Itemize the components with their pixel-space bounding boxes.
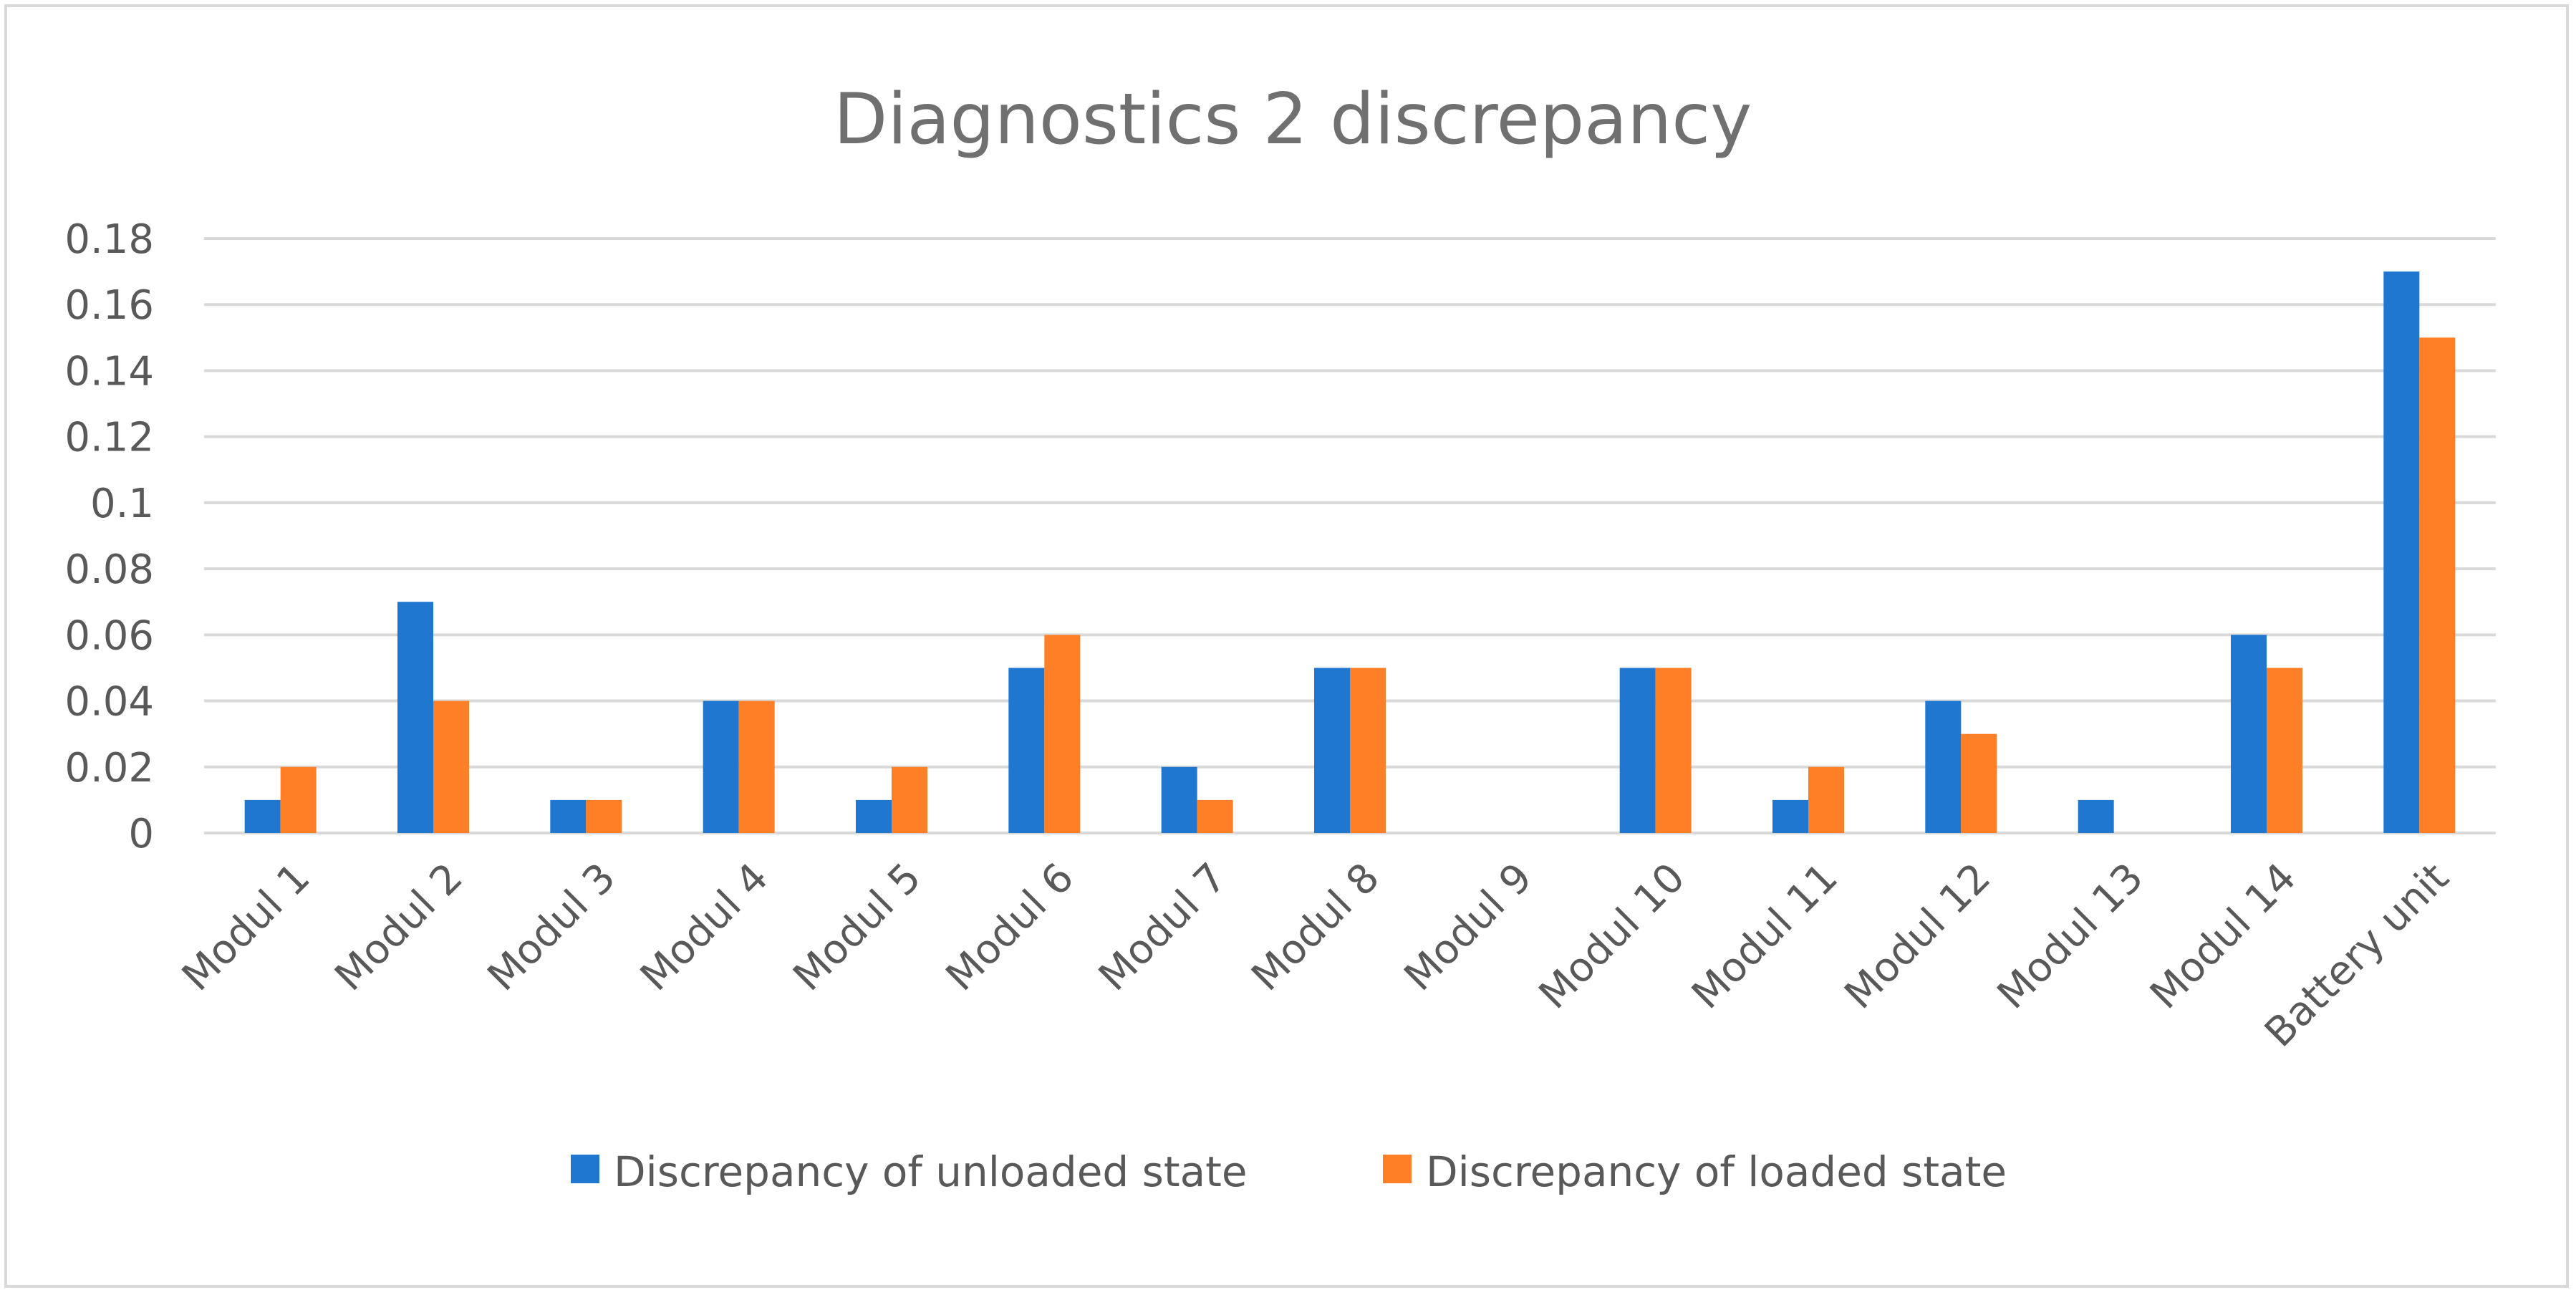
x-category-label: Modul 3 [479,854,624,1000]
bar-loaded [1044,635,1081,833]
chart-frame [4,4,2569,1288]
bar-loaded [433,701,469,833]
y-tick-label: 0.02 [64,745,154,791]
y-tick-label: 0.08 [64,547,154,593]
legend-label-unloaded: Discrepancy of unloaded state [614,1147,1248,1196]
x-category-label: Modul 13 [1989,854,2153,1019]
bar-unloaded [2231,635,2267,833]
x-category-label: Modul 9 [1396,854,1541,1000]
bar-loaded [280,766,317,833]
bar-loaded [586,799,622,833]
y-tick-label: 0.12 [64,415,154,461]
x-category-label: Modul 5 [784,854,930,1000]
bar-unloaded [397,602,433,833]
bar-unloaded [2383,271,2420,834]
x-category-label: Modul 2 [326,854,471,1000]
x-category-label: Modul 6 [937,854,1083,1000]
x-axis-categories: Modul 1 Modul 2 Modul 3 Modul 4 Modul 5 Modul… [173,854,2458,1056]
bar-loaded [738,701,775,833]
bar-unloaded [244,799,281,833]
bar-unloaded [703,701,739,833]
x-category-label: Modul 11 [1683,854,1847,1019]
x-category-label: Modul 14 [2141,854,2305,1019]
bar-loaded [1197,799,1233,833]
bars [244,271,2456,834]
legend-label-loaded: Discrepancy of loaded state [1426,1147,2007,1196]
y-tick-label: 0.1 [90,481,154,527]
bar-loaded [1808,766,1844,833]
x-category-label: Modul 1 [173,854,319,1000]
bar-unloaded [1619,668,1656,833]
bar-unloaded [1925,701,1962,833]
bar-unloaded [2078,799,2114,833]
legend-swatch-loaded [1383,1155,1412,1183]
y-tick-label: 0 [128,811,154,857]
legend: Discrepancy of unloaded state Discrepanc… [571,1147,2007,1196]
y-axis-ticks: 0 0.02 0.04 0.06 0.08 0.1 0.12 0.14 0.16 0.18 [64,216,154,857]
y-tick-label: 0.18 [64,216,154,263]
x-category-label: Modul 10 [1530,854,1694,1019]
bar-loaded [1961,733,1997,833]
y-tick-label: 0.16 [64,282,154,329]
bar-unloaded [1161,766,1197,833]
bar-unloaded [1008,668,1045,833]
bar-unloaded [1314,668,1350,833]
x-category-label: Modul 8 [1243,854,1388,1000]
x-category-label: Modul 12 [1836,854,2000,1019]
bar-unloaded [856,799,892,833]
bar-loaded [2267,668,2302,833]
bar-unloaded [550,799,587,833]
y-tick-label: 0.04 [64,679,154,726]
bar-loaded [2419,337,2456,833]
bar-loaded [1350,668,1386,833]
bar-unloaded [1772,799,1808,833]
chart-title: Diagnostics 2 discrepancy [834,79,1752,160]
x-category-label: Modul 7 [1090,854,1235,1000]
legend-swatch-unloaded [571,1155,599,1183]
y-tick-label: 0.14 [64,348,154,395]
bar-loaded [1655,668,1692,833]
y-tick-label: 0.06 [64,612,154,659]
x-category-label: Modul 4 [632,854,777,1000]
bar-loaded [892,766,927,833]
